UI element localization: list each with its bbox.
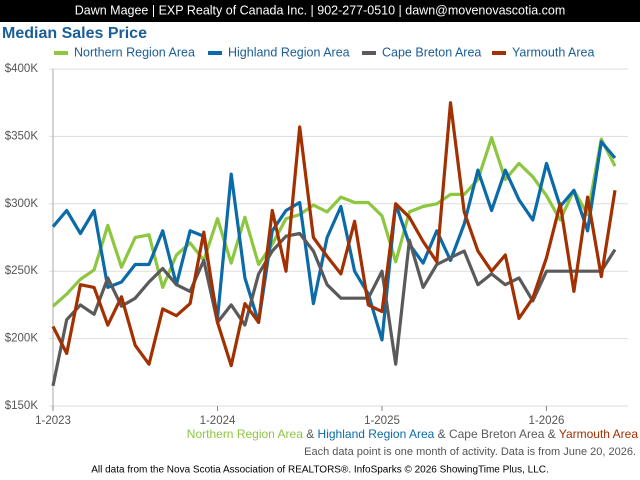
x-tick-label: 1-2026 [529, 415, 565, 427]
legend-separator: & [303, 427, 318, 441]
series-line [51, 140, 617, 342]
legend-separator: & [544, 427, 558, 441]
x-tick-label: 1-2024 [200, 415, 236, 427]
legend-label: Highland Region Area [228, 45, 350, 59]
y-tick-label: $150K [5, 400, 39, 412]
footer-legend-label: Highland Region Area [318, 427, 435, 441]
y-tick-label: $350K [5, 130, 39, 142]
source: All data from the Nova Scotia Associatio… [91, 465, 549, 476]
y-tick-label: $250K [5, 265, 39, 277]
note: Each data point is one month of activity… [304, 446, 636, 458]
legend-separator: & [434, 427, 449, 441]
legend-label: Northern Region Area [74, 45, 195, 59]
header-bar [0, 0, 640, 22]
footer-legend-label: Yarmouth Area [559, 427, 638, 441]
footer-legend: Northern Region Area & Highland Region A… [187, 427, 639, 441]
legend-label: Yarmouth Area [512, 45, 595, 59]
header-text: Dawn Magee | EXP Realty of Canada Inc. |… [75, 3, 566, 17]
legend: Northern Region Area Highland Region Area… [54, 45, 595, 59]
series-line [51, 136, 617, 308]
footer-legend-label: Northern Region Area [187, 427, 303, 441]
series-line [51, 231, 617, 387]
footer-legend-label: Cape Breton Area [449, 427, 545, 441]
series-line [51, 101, 617, 368]
y-tick-label: $400K [5, 63, 39, 75]
y-tick-label: $300K [5, 198, 39, 210]
x-tick-label: 1-2023 [35, 415, 71, 427]
legend-label: Cape Breton Area [382, 45, 481, 59]
chart-title: Median Sales Price [2, 25, 147, 42]
x-tick-label: 1-2025 [364, 415, 400, 427]
y-tick-label: $200K [5, 333, 39, 345]
